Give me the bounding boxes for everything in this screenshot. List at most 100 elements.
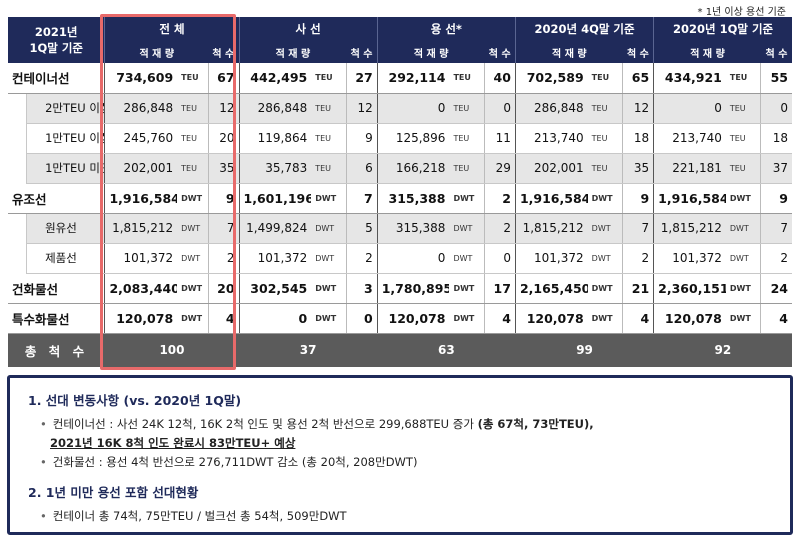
row-label: 제품선: [26, 243, 105, 274]
qty-value: 202,001: [104, 153, 178, 184]
count-value: 0: [345, 303, 378, 334]
unit-label: DWT: [311, 273, 347, 304]
unit-label: TEU: [449, 153, 485, 184]
count-value: 9: [207, 183, 240, 214]
summary-item2-text: 건화물선 : 용선 4척 반선으로 276,711DWT 감소 (총 20척, …: [52, 455, 418, 469]
unit-label: TEU: [449, 123, 485, 154]
table-row: 원유선 1,815,212 DWT 7 1,499,824 DWT 5 315,388 DWT 2…: [8, 213, 792, 244]
row-label: 원유선: [26, 213, 105, 244]
row-indent: [8, 213, 27, 243]
table-row: 1만TEU 미만 202,001 TEU 35 35,783 TEU 6 166,218 TEU…: [8, 153, 792, 184]
qty-value: 245,760: [104, 123, 178, 154]
unit-label: DWT: [177, 303, 209, 334]
table-row: 특수화물선 120,078 DWT 4 0 DWT 0 120,078 DWT 4 120,078 D…: [8, 303, 792, 334]
qty-value: 101,372: [653, 243, 726, 274]
unit-label: DWT: [587, 243, 623, 274]
total-value: 100: [104, 333, 240, 367]
unit-label: DWT: [311, 183, 347, 214]
count-value: 9: [622, 183, 654, 214]
unit-label: DWT: [587, 183, 623, 214]
count-value: 2: [484, 183, 516, 214]
count-value: 9: [760, 183, 792, 214]
total-value: 99: [515, 333, 654, 367]
count-value: 4: [760, 303, 792, 334]
unit-label: DWT: [449, 243, 485, 274]
row-label: 유조선: [8, 183, 105, 214]
count-value: 65: [622, 63, 654, 94]
qty-value: 1,499,824: [238, 213, 312, 244]
summary-section2-title: 2. 1년 미만 용선 포함 선대현황: [28, 485, 199, 500]
footnote-note: * 1년 이상 용선 기준: [697, 7, 786, 18]
total-value: 37: [239, 333, 378, 367]
row-label: 2만TEU 이상: [26, 93, 105, 124]
qty-value: 120,078: [376, 303, 450, 334]
count-value: 2: [760, 243, 792, 274]
unit-label: DWT: [311, 303, 347, 334]
count-value: 7: [345, 183, 378, 214]
group-header-2020q4: 2020년 4Q말 기준: [514, 17, 654, 41]
qty-value: 315,388: [376, 213, 450, 244]
qty-value: 120,078: [653, 303, 726, 334]
row-label: 컨테이너선: [8, 63, 105, 94]
unit-label: TEU: [587, 63, 623, 94]
unit-label: TEU: [725, 63, 761, 94]
total-value: 63: [377, 333, 516, 367]
period-line1: 2021년: [34, 25, 78, 39]
qty-value: 0: [376, 243, 450, 274]
unit-label: TEU: [449, 93, 485, 124]
count-value: 2: [207, 243, 240, 274]
count-value: 17: [484, 273, 516, 304]
count-value: 2: [622, 243, 654, 274]
row-label: 건화물선: [8, 273, 105, 304]
count-value: 0: [484, 243, 516, 274]
unit-label: TEU: [177, 153, 209, 184]
table-row: 2만TEU 이상 286,848 TEU 12 286,848 TEU 12 0 TEU 0 286…: [8, 93, 792, 124]
count-value: 0: [760, 93, 792, 124]
qty-value: 1,815,212: [653, 213, 726, 244]
unit-label: DWT: [311, 213, 347, 244]
group-header-chartered: 용 선*: [376, 17, 516, 41]
unit-label: TEU: [449, 63, 485, 94]
subheader-cnt: 척 수: [484, 41, 516, 63]
summary-box: 1. 선대 변동사항 (vs. 2020년 1Q말) • 컨테이너선 : 사선 2…: [7, 375, 793, 535]
count-value: 7: [207, 213, 240, 244]
table-row: 컨테이너선 734,609 TEU 67 442,495 TEU 27 292,114 TEU 4…: [8, 63, 792, 94]
qty-value: 166,218: [376, 153, 450, 184]
count-value: 0: [484, 93, 516, 124]
count-value: 4: [622, 303, 654, 334]
subheader-cnt: 척 수: [622, 41, 654, 63]
subheader-qty: 적 재 량: [376, 41, 485, 63]
unit-label: TEU: [725, 93, 761, 124]
unit-label: DWT: [449, 303, 485, 334]
row-label: 1만TEU 이상: [26, 123, 105, 154]
qty-value: 120,078: [514, 303, 588, 334]
count-value: 4: [484, 303, 516, 334]
subheader-cnt: 척 수: [346, 41, 378, 63]
qty-value: 213,740: [514, 123, 588, 154]
fleet-table-body: 컨테이너선 734,609 TEU 67 442,495 TEU 27 292,114 TEU 4…: [8, 63, 792, 367]
row-label: 특수화물선: [8, 303, 105, 334]
total-value: 92: [653, 333, 792, 367]
subheader-cnt: 척 수: [208, 41, 240, 63]
subheader-qty: 적 재 량: [104, 41, 209, 63]
count-value: 37: [760, 153, 792, 184]
subheader-qty: 적 재 량: [514, 41, 623, 63]
count-value: 2: [345, 243, 378, 274]
unit-label: DWT: [177, 243, 209, 274]
qty-value: 286,848: [238, 93, 312, 124]
qty-value: 221,181: [653, 153, 726, 184]
fleet-status-table: 2021년 1Q말 기준 전 체 사 선 용 선* 2020년 4Q말 기준 2…: [8, 17, 792, 367]
unit-label: DWT: [177, 273, 209, 304]
table-row: 제품선 101,372 DWT 2 101,372 DWT 2 0 DWT 0 101,372 DWT…: [8, 243, 792, 274]
unit-label: DWT: [725, 183, 761, 214]
qty-value: 213,740: [653, 123, 726, 154]
unit-label: DWT: [449, 183, 485, 214]
summary-item1-underline: 2021년 16K 8척 인도 완료시 83만TEU+ 예상: [50, 436, 296, 450]
qty-value: 315,388: [376, 183, 450, 214]
subheader-cnt: 척 수: [760, 41, 792, 63]
unit-label: TEU: [587, 153, 623, 184]
unit-label: DWT: [449, 273, 485, 304]
unit-label: TEU: [311, 63, 347, 94]
row-label: 1만TEU 미만: [26, 153, 105, 184]
qty-value: 434,921: [653, 63, 726, 94]
